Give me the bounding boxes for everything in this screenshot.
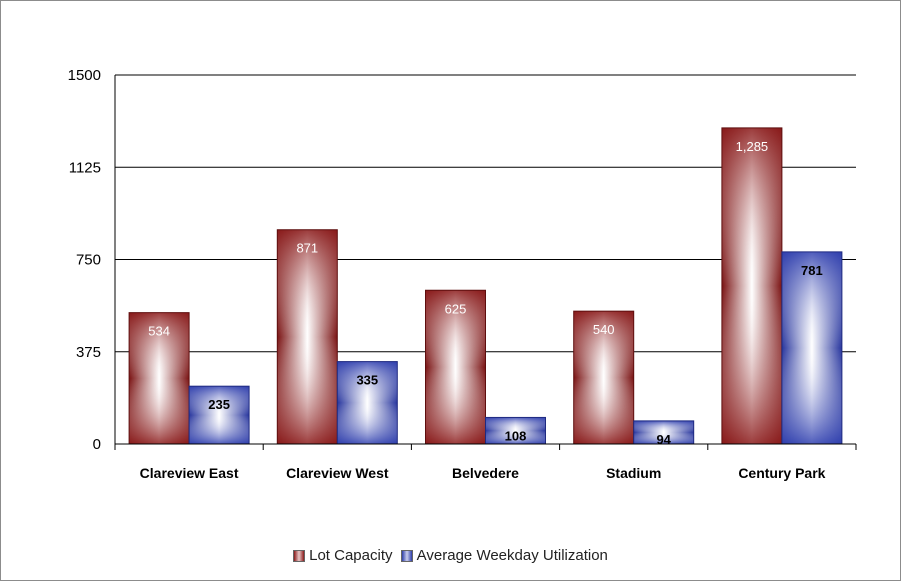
data-label-average-weekday-utilization: 335: [356, 373, 378, 388]
y-axis: 0 375 750 1125 1500: [68, 67, 116, 453]
data-label-lot-capacity: 625: [445, 301, 467, 316]
data-label-average-weekday-utilization: 94: [656, 432, 671, 447]
legend-label-average-weekday-utilization: Average Weekday Utilization: [416, 547, 608, 564]
y-tick-label: 375: [76, 344, 101, 361]
bar-shade: [128, 312, 190, 445]
bars: 534 235 871 335 625 108 540 94 1,285 781: [128, 127, 843, 447]
x-category-label: Clareview West: [286, 465, 389, 481]
data-label-average-weekday-utilization: 108: [505, 428, 527, 443]
data-label-lot-capacity: 534: [148, 324, 170, 339]
bar-shade: [573, 310, 635, 445]
y-tick-label: 1500: [68, 67, 101, 84]
bar-average-weekday-utilization: [336, 361, 398, 445]
bar-shade: [336, 361, 398, 445]
bar-average-weekday-utilization: [781, 251, 843, 445]
bar-average-weekday-utilization: [633, 420, 695, 445]
bar-lot-capacity: [425, 289, 486, 445]
bar-shade: [781, 251, 843, 445]
bar-shade: [425, 289, 486, 445]
y-tick-label: 0: [93, 436, 101, 453]
bar-average-weekday-utilization: [188, 385, 250, 445]
bar-shade: [276, 229, 338, 445]
legend-swatch-lot-capacity: [293, 549, 306, 562]
bar-average-weekday-utilization: [485, 416, 546, 445]
y-tick-label: 1125: [69, 159, 101, 176]
x-axis: Clareview East Clareview West Belvedere Sta…: [114, 443, 857, 481]
x-category-label: Century Park: [738, 465, 825, 481]
legend: Lot Capacity Average Weekday Utilization: [0, 547, 901, 566]
bar-lot-capacity: [573, 310, 635, 445]
legend-item-average-weekday-utilization: Average Weekday Utilization: [400, 547, 608, 564]
data-label-lot-capacity: 1,285: [736, 139, 769, 154]
bar-lot-capacity: [721, 127, 783, 445]
data-label-average-weekday-utilization: 781: [801, 263, 823, 278]
data-label-lot-capacity: 871: [296, 241, 318, 256]
x-category-label: Stadium: [606, 465, 661, 481]
legend-label-lot-capacity: Lot Capacity: [309, 547, 393, 564]
bar-shade: [188, 385, 250, 445]
bar-lot-capacity: [128, 312, 190, 445]
data-label-average-weekday-utilization: 235: [208, 397, 230, 412]
x-category-label: Clareview East: [140, 465, 239, 481]
bar-lot-capacity: [276, 229, 338, 445]
legend-item-lot-capacity: Lot Capacity: [293, 547, 393, 564]
bar-shade: [721, 127, 783, 445]
data-label-lot-capacity: 540: [593, 322, 615, 337]
y-tick-label: 750: [76, 252, 101, 269]
x-category-label: Belvedere: [452, 465, 519, 481]
legend-swatch-average-weekday-utilization: [400, 549, 413, 562]
